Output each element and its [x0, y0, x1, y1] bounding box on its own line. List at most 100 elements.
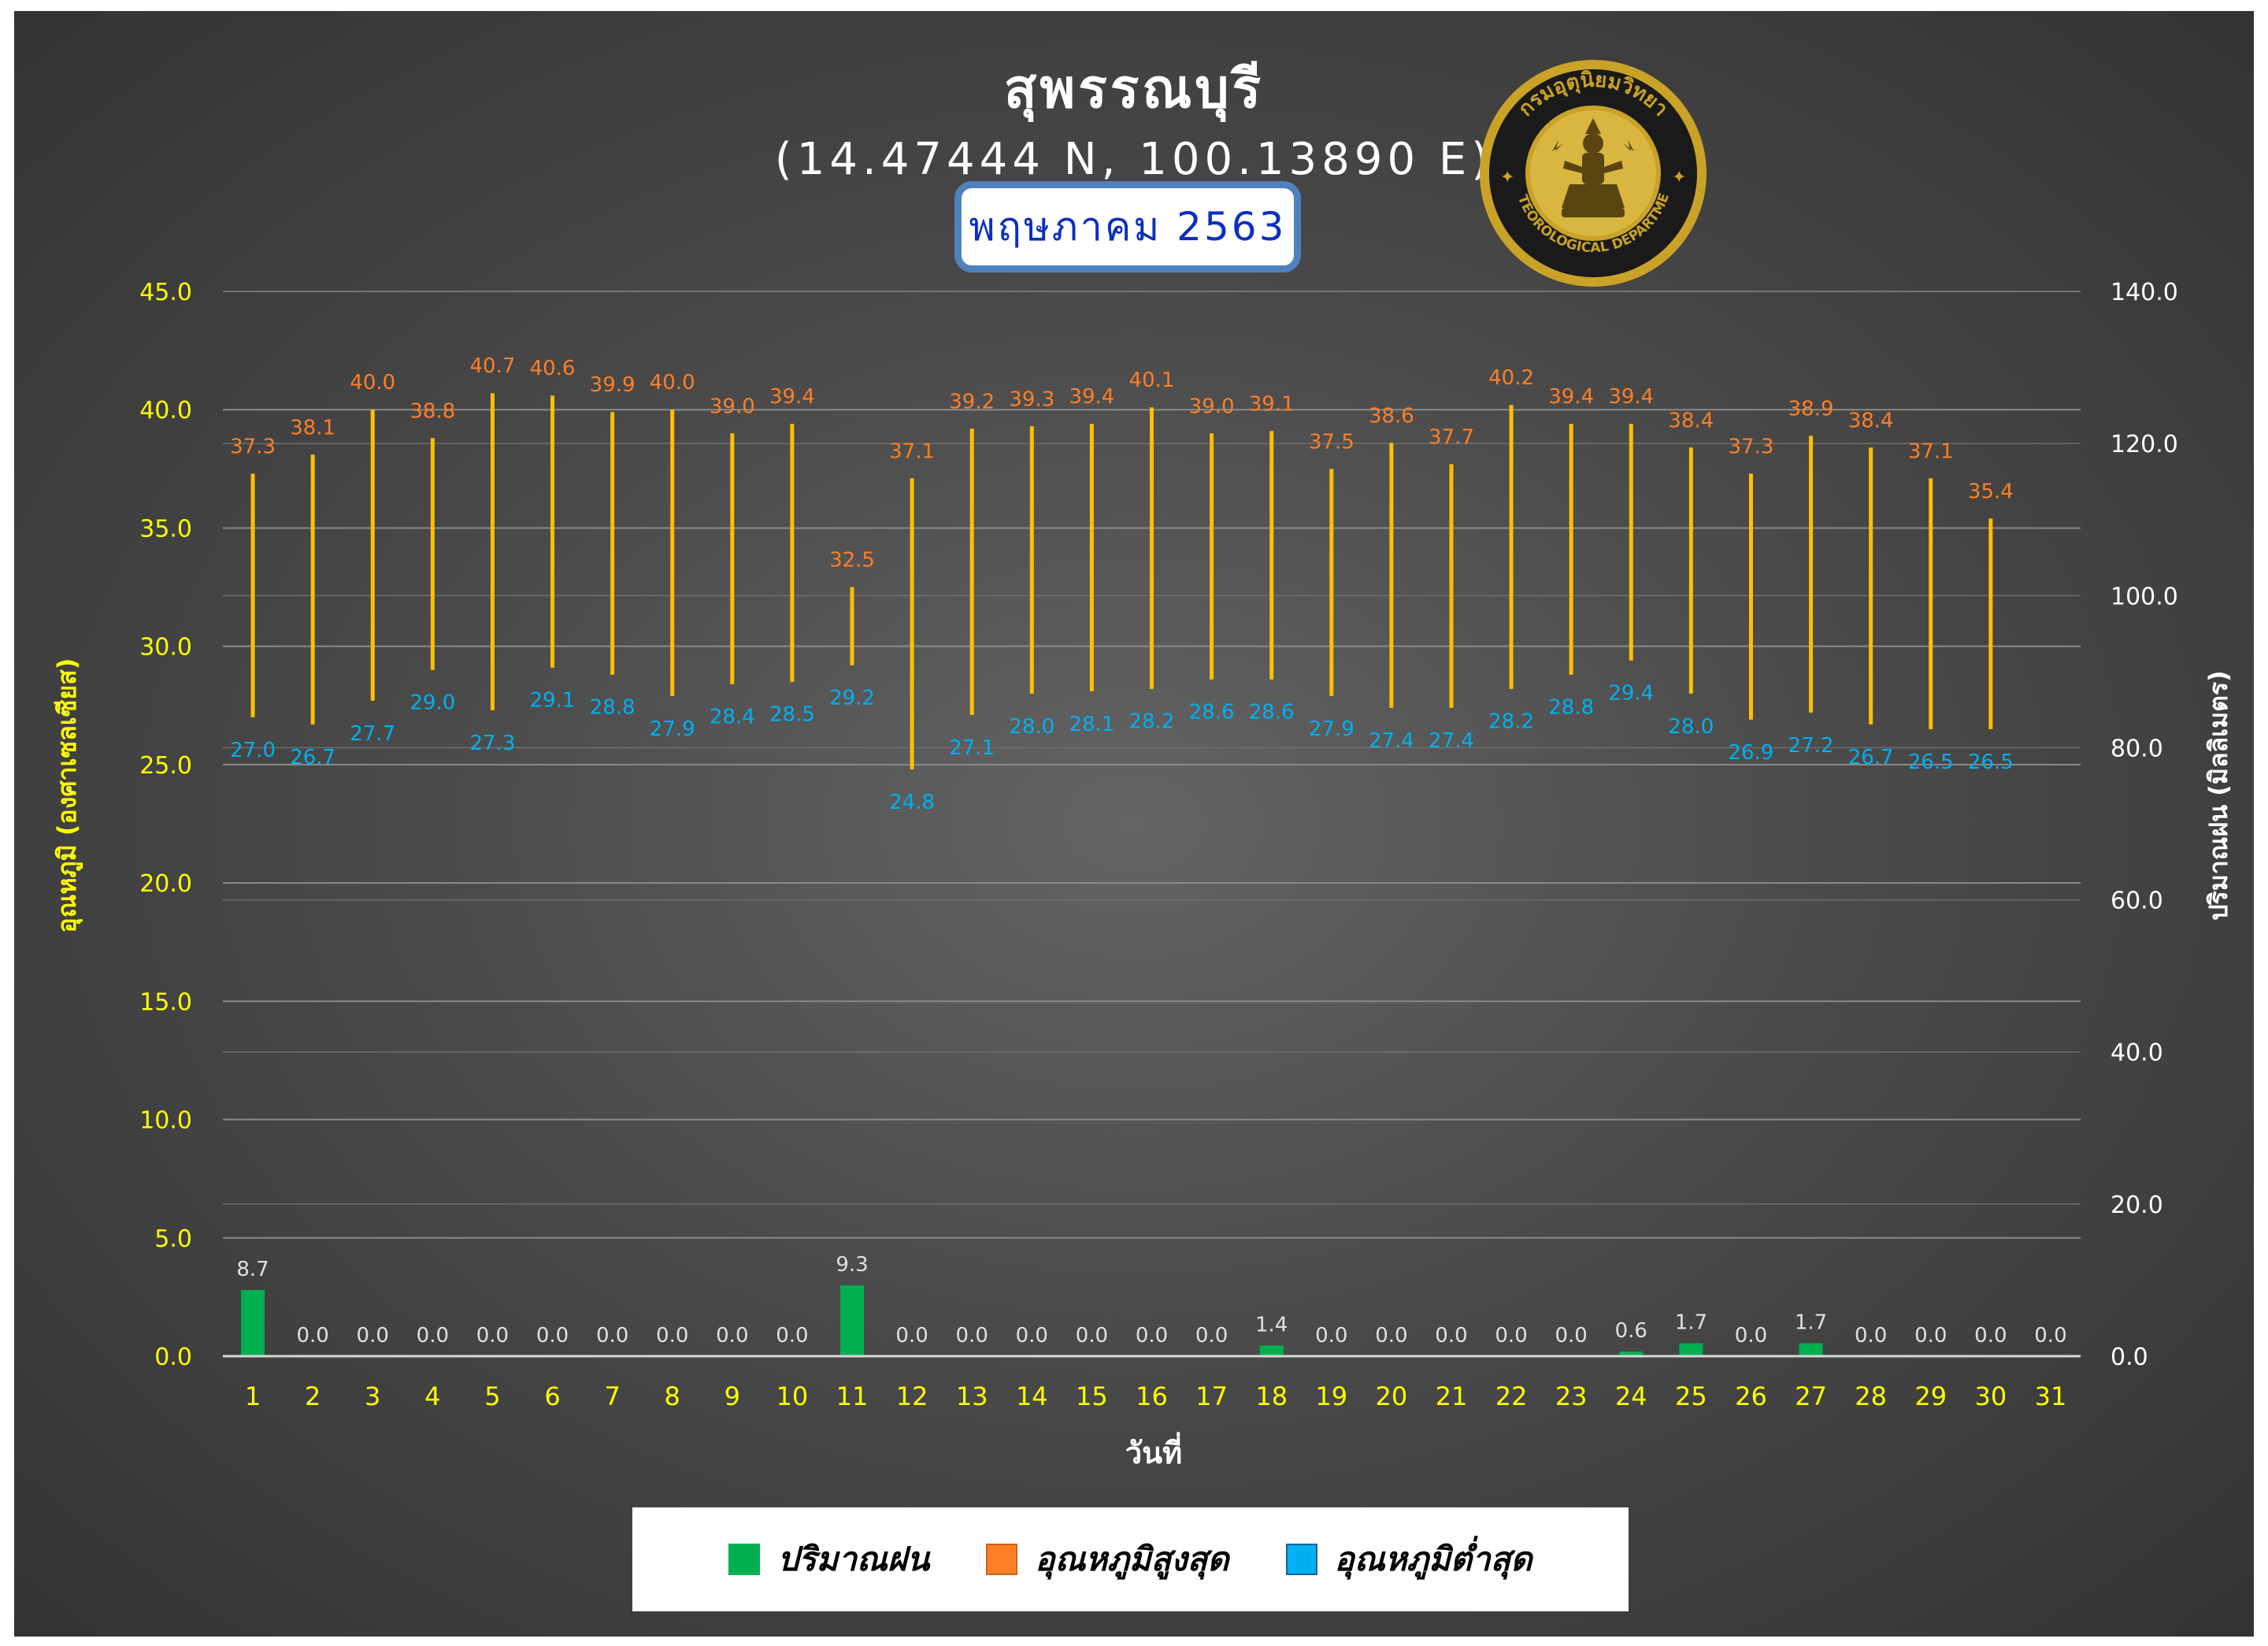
tmax-data-label: 39.0 [710, 395, 755, 418]
legend-label-tmax: อุณหภูมิสูงสุด [1035, 1540, 1229, 1578]
tmin-data-label: 27.7 [350, 722, 395, 746]
tmax-data-label: 39.4 [1069, 385, 1114, 409]
tmax-data-label: 38.9 [1788, 397, 1834, 421]
x-tick-label: 31 [2035, 1381, 2067, 1411]
y-tick-label: 25.0 [139, 752, 192, 780]
chart-background [14, 11, 2254, 1637]
x-tick-label: 29 [1914, 1381, 1947, 1411]
x-tick-label: 28 [1855, 1381, 1887, 1411]
tmin-data-label: 28.2 [1488, 710, 1534, 734]
y-tick-label: 15.0 [139, 988, 192, 1016]
x-tick-label: 24 [1615, 1381, 1647, 1411]
seal-star-right-icon: ✦ [1672, 168, 1686, 187]
tmax-data-label: 37.5 [1309, 430, 1354, 454]
x-tick-label: 14 [1016, 1381, 1048, 1411]
left-axis: 0.0 5.0 10.0 15.0 20.0 25.0 30.0 35.0 40.0 45.0 [139, 279, 192, 1371]
rain-data-label: 0.0 [656, 1324, 688, 1348]
tmax-data-label: 37.1 [1908, 439, 1954, 463]
tmax-data-label: 40.1 [1129, 369, 1175, 392]
y2-tick-label: 20.0 [2110, 1192, 2163, 1219]
x-tick-label: 10 [776, 1381, 809, 1411]
rain-data-label: 0.0 [1136, 1324, 1168, 1348]
tmax-data-label: 38.4 [1848, 409, 1894, 432]
y-tick-label: 0.0 [154, 1344, 192, 1371]
tmax-data-label: 39.4 [1608, 385, 1654, 409]
rain-data-label: 0.0 [357, 1324, 389, 1348]
rain-data-label: 8.7 [236, 1258, 269, 1281]
rain-bar [1619, 1351, 1644, 1356]
rain-bar [840, 1285, 865, 1356]
y2-tick-label: 80.0 [2110, 735, 2163, 762]
x-tick-label: 21 [1436, 1381, 1468, 1411]
y2-tick-label: 140.0 [2110, 279, 2178, 306]
tmin-data-label: 26.7 [1848, 746, 1894, 769]
y2-tick-label: 120.0 [2110, 431, 2178, 458]
rain-data-label: 0.0 [1435, 1324, 1467, 1348]
tmax-data-label: 40.0 [350, 371, 395, 395]
month-badge: พฤษภาคม 2563 [954, 181, 1301, 272]
legend: ปริมาณฝน อุณหภูมิสูงสุด อุณหภูมิต่ำสุด [632, 1507, 1629, 1611]
tmax-data-label: 35.4 [1968, 480, 2014, 503]
tmin-data-label: 27.9 [1309, 717, 1354, 741]
x-tick-label: 12 [896, 1381, 928, 1411]
tmin-data-label: 24.8 [889, 791, 935, 814]
rain-bar [241, 1289, 265, 1356]
tmax-data-label: 39.3 [1009, 387, 1054, 411]
x-axis-title: วันที่ [1125, 1432, 1182, 1470]
rain-bar [1259, 1345, 1284, 1356]
tmax-data-label: 40.2 [1488, 366, 1534, 390]
rain-bar [1799, 1343, 1823, 1356]
tmin-data-label: 28.2 [1129, 710, 1175, 734]
legend-label-tmin: อุณหภูมิต่ำสุด [1334, 1540, 1532, 1578]
x-tick-label: 17 [1195, 1381, 1228, 1411]
rain-data-label: 0.0 [1974, 1324, 2007, 1348]
rain-data-label: 0.0 [1195, 1324, 1228, 1348]
rain-data-label: 0.0 [476, 1324, 509, 1348]
seal-star-left-icon: ✦ [1500, 168, 1514, 187]
tmin-data-label: 26.5 [1968, 751, 2014, 774]
legend-swatch-rain [728, 1544, 761, 1575]
y-tick-label: 20.0 [139, 870, 192, 898]
x-tick-label: 5 [484, 1381, 500, 1411]
right-axis: 0.0 20.0 40.0 60.0 80.0 100.0 120.0 140.0 [2110, 279, 2178, 1371]
station-coordinates: (14.47444 N, 100.13890 E) [774, 134, 1494, 185]
tmax-data-label: 37.3 [1729, 435, 1774, 458]
rain-data-label: 1.7 [1675, 1311, 1707, 1335]
tmax-data-label: 32.5 [829, 549, 875, 573]
tmin-data-label: 27.0 [230, 739, 276, 762]
tmin-data-label: 28.0 [1668, 715, 1714, 739]
x-tick-label: 9 [724, 1381, 740, 1411]
tmin-data-label: 26.9 [1729, 741, 1774, 765]
y2-tick-label: 40.0 [2110, 1040, 2163, 1067]
y2-axis-title: ปริมาณฝน (มิลลิเมตร) [2203, 670, 2233, 921]
tmax-data-label: 38.1 [290, 416, 335, 439]
rain-data-label: 0.0 [1076, 1324, 1108, 1348]
tmin-data-label: 27.9 [650, 717, 695, 741]
rain-data-label: 0.0 [776, 1324, 808, 1348]
rain-data-label: 0.0 [1735, 1324, 1767, 1348]
x-axis: 1 2 3 4 5 6 7 8 9 10 11 12 13 14 15 16 17 18 19 20 21 22 23 24 2… [223, 1355, 2081, 1411]
y-tick-label: 30.0 [139, 634, 192, 662]
x-tick-label: 30 [1974, 1381, 2007, 1411]
legend-item-tmin: อุณหภูมิต่ำสุด [1285, 1533, 1532, 1585]
tmax-data-label: 39.1 [1249, 392, 1295, 416]
rain-data-label: 0.0 [716, 1324, 748, 1348]
tmax-data-label: 38.6 [1369, 404, 1414, 428]
x-tick-label: 15 [1076, 1381, 1108, 1411]
tmin-data-label: 29.0 [410, 691, 455, 715]
legend-swatch-tmin [1285, 1544, 1317, 1575]
x-tick-label: 18 [1255, 1381, 1288, 1411]
legend-swatch-tmax [986, 1544, 1018, 1575]
rain-data-label: 0.0 [536, 1324, 569, 1348]
x-tick-label: 1 [245, 1381, 261, 1411]
x-tick-label: 16 [1136, 1381, 1168, 1411]
tmin-data-label: 28.8 [590, 696, 636, 720]
x-tick-label: 7 [604, 1381, 620, 1411]
rain-data-label: 9.3 [836, 1253, 868, 1277]
x-tick-label: 11 [836, 1381, 869, 1411]
tmin-data-label: 28.6 [1249, 701, 1295, 725]
rain-data-label: 0.0 [1855, 1324, 1887, 1348]
x-tick-label: 4 [424, 1381, 440, 1411]
rain-data-label: 1.7 [1795, 1311, 1827, 1335]
